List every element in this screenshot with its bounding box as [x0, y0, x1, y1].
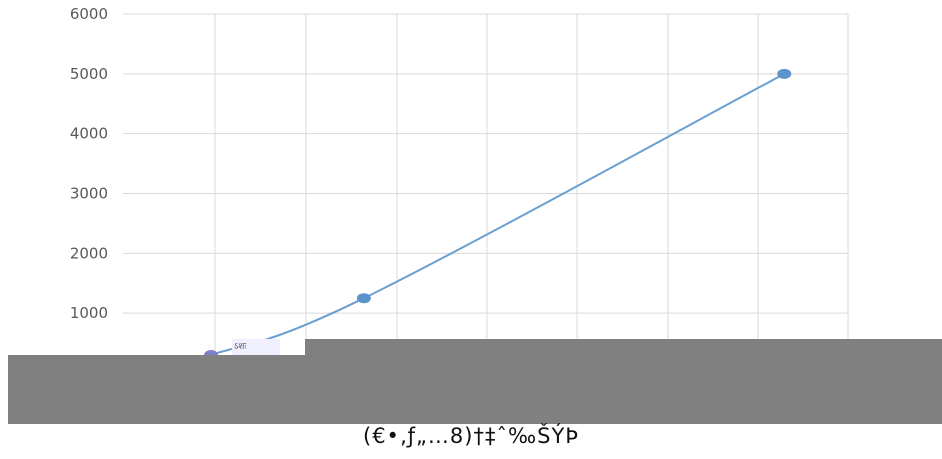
garbled-caption: (€•‚ƒ„…8)†‡ˆ‰ŠÝÞ	[363, 424, 579, 448]
occluder-small-label: ऽशः	[234, 342, 246, 352]
label-patch	[232, 339, 280, 355]
gray-occluder-main	[8, 355, 942, 424]
data-point-marker	[777, 68, 792, 79]
series-layer	[204, 68, 792, 361]
y-tick-label: 6000	[70, 5, 108, 23]
y-tick-label: 3000	[70, 185, 108, 203]
y-tick-label: 1000	[70, 304, 108, 322]
y-tick-label: 2000	[70, 244, 108, 262]
y-axis-ticks: 1000 2000 3000 4000 5000 6000	[70, 5, 108, 322]
y-tick-label: 4000	[70, 125, 108, 143]
data-point-marker	[356, 293, 371, 304]
gray-occluder-right	[305, 339, 942, 355]
gridlines	[123, 13, 849, 373]
y-tick-label: 5000	[70, 65, 108, 83]
occluder-layer: ऽशः	[8, 339, 942, 424]
